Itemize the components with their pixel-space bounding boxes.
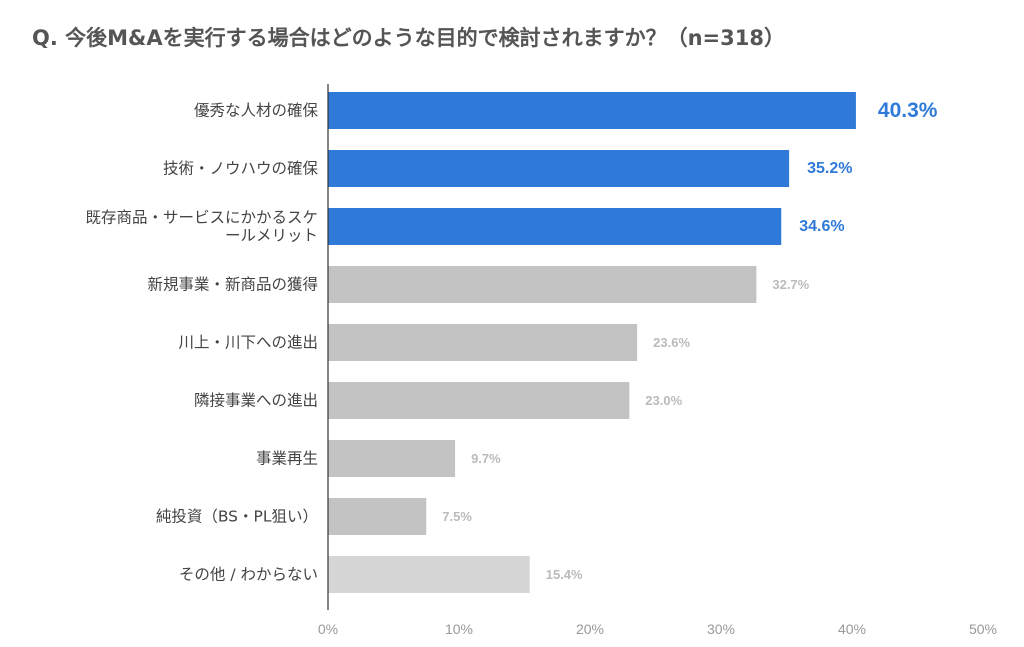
category-labels: 優秀な人材の確保技術・ノウハウの確保既存商品・サービスにかかるスケールメリット新… (85, 102, 318, 584)
bar-2 (328, 208, 782, 245)
bars-group (328, 92, 856, 593)
x-tick-label-2: 20% (576, 621, 604, 637)
bar-6 (328, 440, 456, 477)
bar-5 (328, 382, 630, 419)
value-label-7: 7.5% (442, 509, 472, 524)
x-tick-label-3: 30% (707, 621, 735, 637)
category-label-0: 優秀な人材の確保 (194, 102, 319, 120)
value-label-1: 35.2% (807, 160, 852, 177)
category-label-1: 技術・ノウハウの確保 (163, 160, 319, 178)
x-tick-label-0: 0% (318, 621, 338, 637)
category-label-2-line-0: 既存商品・サービスにかかるスケ (85, 209, 318, 227)
value-label-8: 15.4% (546, 567, 583, 582)
chart-title: Q. 今後M&Aを実行する場合はどのような目的で検討されますか？（n=318） (32, 26, 785, 50)
bar-7 (328, 498, 427, 535)
category-label-7: 純投資（BS・PL狙い） (156, 508, 318, 526)
value-labels: 40.3% 35.2% 34.6% 32.7% 23.6% 23.0% 9.7% 7.5% 15… (442, 99, 938, 582)
category-label-4: 川上・川下への進出 (178, 334, 318, 352)
value-label-3: 32.7% (772, 277, 809, 292)
category-label-6: 事業再生 (256, 450, 318, 468)
category-label-8: その他 / わからない (179, 566, 318, 584)
x-tick-label-5: 50% (969, 621, 997, 637)
value-label-6: 9.7% (471, 451, 501, 466)
value-label-2: 34.6% (799, 218, 844, 235)
value-label-5: 23.0% (645, 393, 682, 408)
category-label-3: 新規事業・新商品の獲得 (147, 276, 318, 294)
value-label-4: 23.6% (653, 335, 690, 350)
value-label-0: 40.3% (878, 99, 938, 122)
bar-1 (328, 150, 790, 187)
category-label-2-line-1: ールメリット (225, 227, 318, 245)
bar-3 (328, 266, 757, 303)
bar-8 (328, 556, 530, 593)
x-tick-label-4: 40% (838, 621, 866, 637)
x-axis-ticks: 0% 10% 20% 30% 40% 50% (318, 621, 997, 637)
category-label-5: 隣接事業への進出 (194, 392, 318, 410)
bar-4 (328, 324, 638, 361)
bar-0 (328, 92, 856, 129)
x-tick-label-1: 10% (445, 621, 473, 637)
